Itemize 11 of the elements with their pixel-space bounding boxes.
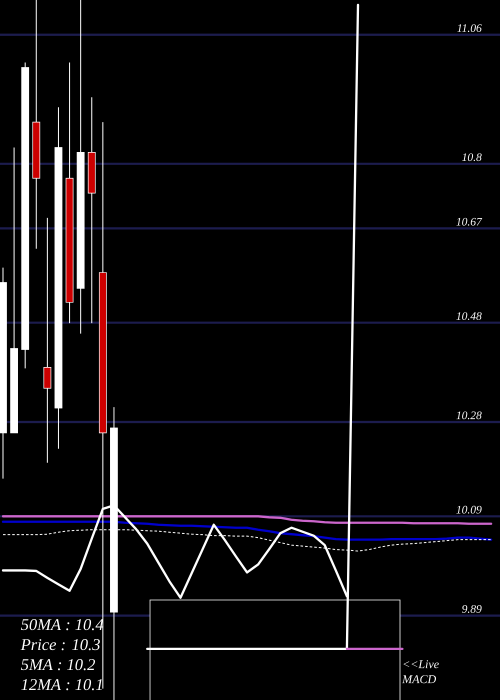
annotation: <<Live MACD [402, 660, 439, 684]
y-tick-label: 10.28 [456, 411, 482, 420]
y-tick-label: 10.09 [456, 506, 482, 514]
annotation: 12MA : 10.1 [21, 679, 102, 690]
annotation: Price : 10.3 [20, 639, 100, 650]
y-tick-label: 9.89 [462, 605, 482, 613]
annotation: 5MA : 10.2 [20, 659, 96, 670]
y-tick-label: 10.67 [456, 218, 482, 226]
y-tick-label: 10.48 [456, 312, 482, 320]
y-tick-label: 10.8 [462, 153, 482, 162]
y-tick-label: 11.06 [457, 24, 482, 32]
